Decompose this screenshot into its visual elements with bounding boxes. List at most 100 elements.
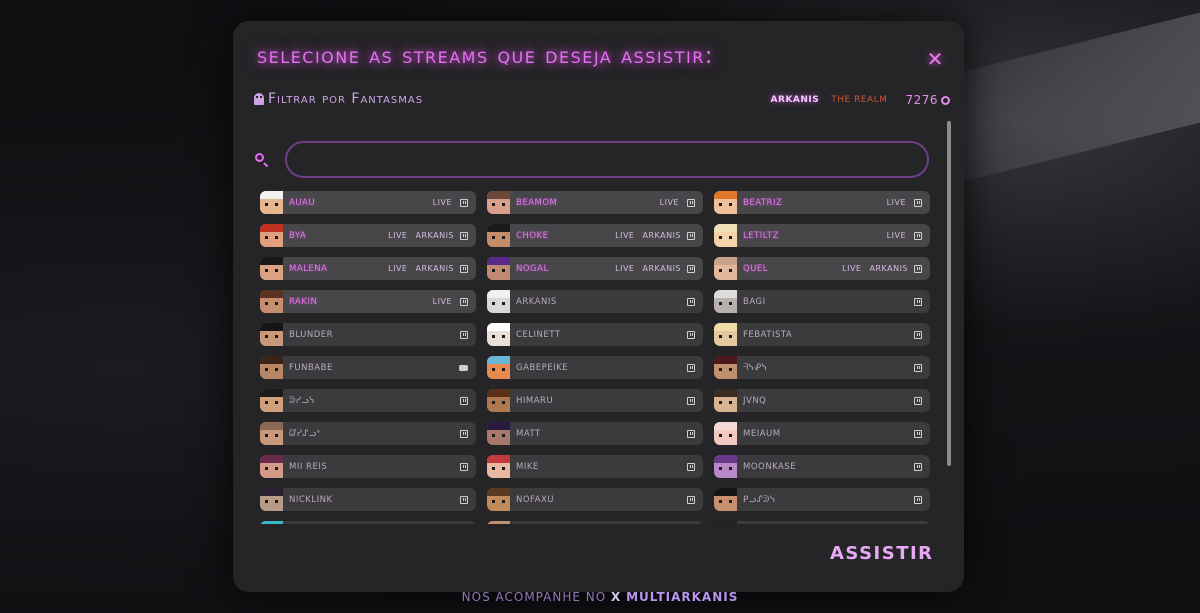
- streamer-name: CHOKE: [516, 230, 549, 241]
- watch-button[interactable]: ASSISTIR: [830, 543, 934, 564]
- live-badge: LIVE: [615, 264, 635, 273]
- streamer-card[interactable]: FUNBABE: [260, 356, 476, 379]
- twitch-icon: [687, 198, 695, 207]
- streamer-card[interactable]: RAKIN LIVE: [260, 290, 476, 313]
- avatar-hair: [487, 488, 510, 496]
- streamer-name: FUNBABE: [289, 362, 333, 373]
- streamer-avatar: [260, 521, 283, 524]
- streamer-card[interactable]: ᑭᓗᔑᕲᓭ: [714, 488, 930, 511]
- streamer-avatar: [714, 290, 737, 313]
- streamer-card[interactable]: BLUNDER: [260, 323, 476, 346]
- streamer-card[interactable]: [260, 521, 476, 524]
- streamer-card[interactable]: BEAMOM LIVE: [487, 191, 703, 214]
- close-icon[interactable]: ✕: [926, 47, 944, 71]
- streamer-card[interactable]: BYA LIVE ARKANIS: [260, 224, 476, 247]
- streamer-name: ᕲᓰᓗᓭ: [289, 395, 315, 406]
- twitch-icon: [914, 198, 922, 207]
- avatar-hair: [260, 191, 283, 199]
- twitch-icon: [687, 396, 695, 405]
- streamer-card[interactable]: ᘺᓰᔑᓗᐤ: [260, 422, 476, 445]
- streamer-name: MII REIS: [289, 461, 328, 472]
- avatar-hair: [260, 323, 283, 331]
- avatar-eyes: [719, 335, 722, 338]
- twitch-icon: [914, 396, 922, 405]
- scrollbar-thumb[interactable]: [947, 121, 951, 466]
- avatar-eyes: [719, 302, 722, 305]
- viewer-count: 7276: [905, 93, 938, 107]
- streamer-card[interactable]: GABEPEIKE: [487, 356, 703, 379]
- footer-handle-link[interactable]: multiarkanis: [626, 590, 739, 604]
- streamer-card[interactable]: AUAU LIVE: [260, 191, 476, 214]
- streamer-avatar: [260, 191, 283, 214]
- live-badge: LIVE: [388, 264, 408, 273]
- streamer-name: BEAMOM: [516, 197, 558, 208]
- modal-title: Selecione as streams que deseja assistir…: [257, 43, 715, 69]
- background-light-beam: [940, 2, 1200, 188]
- twitch-icon: [460, 297, 468, 306]
- streamer-card[interactable]: CELINETT: [487, 323, 703, 346]
- avatar-hair: [714, 455, 737, 463]
- streamer-card[interactable]: FEBATISTA: [714, 323, 930, 346]
- streamer-name: HIMARU: [516, 395, 554, 406]
- streamer-name: NOGAL: [516, 263, 549, 274]
- search-input[interactable]: [285, 141, 929, 178]
- footer-prefix: nos acompanhe no: [461, 590, 607, 604]
- avatar-eyes: [265, 203, 268, 206]
- avatar-eyes: [265, 401, 268, 404]
- streamer-card[interactable]: BAGI: [714, 290, 930, 313]
- twitch-icon: [687, 330, 695, 339]
- streamer-card[interactable]: MII REIS: [260, 455, 476, 478]
- streamer-avatar: [714, 356, 737, 379]
- avatar-hair: [260, 455, 283, 463]
- avatar-eyes: [265, 500, 268, 503]
- avatar-hair: [487, 356, 510, 364]
- streamer-name: GABEPEIKE: [516, 362, 569, 373]
- eye-icon: [941, 95, 950, 105]
- streamer-avatar: [714, 191, 737, 214]
- tag-arkanis[interactable]: ARKANIS: [770, 95, 820, 105]
- streamer-card[interactable]: HIMARU: [487, 389, 703, 412]
- streamer-card[interactable]: QUEL LIVE ARKANIS: [714, 257, 930, 280]
- avatar-hair: [487, 389, 510, 397]
- streamer-card[interactable]: MEIAUM: [714, 422, 930, 445]
- footer-follow: nos acompanhe no X multiarkanis: [0, 590, 1200, 604]
- streamer-avatar: [714, 422, 737, 445]
- streamer-name: CELINETT: [516, 329, 561, 340]
- streamer-card[interactable]: MOONKASE: [714, 455, 930, 478]
- avatar-hair: [260, 422, 283, 430]
- avatar-eyes: [492, 434, 495, 437]
- streamer-list[interactable]: AUAU LIVE BEAMOM LIVE BEATRIZ LIVE BYA LIVE ARKA…: [260, 191, 932, 524]
- streamer-card[interactable]: BEATRIZ LIVE: [714, 191, 930, 214]
- streamer-card[interactable]: NOGAL LIVE ARKANIS: [487, 257, 703, 280]
- streamer-card[interactable]: JVNQ: [714, 389, 930, 412]
- avatar-eyes: [492, 269, 495, 272]
- streamer-avatar: [260, 290, 283, 313]
- streamer-card[interactable]: MALENA LIVE ARKANIS: [260, 257, 476, 280]
- avatar-eyes: [265, 434, 268, 437]
- streamer-avatar: [487, 422, 510, 445]
- streamer-card[interactable]: [714, 521, 930, 524]
- streamer-card[interactable]: [487, 521, 703, 524]
- team-tags: ARKANIS THE REALM 7276: [771, 93, 950, 107]
- tag-the-realm[interactable]: THE REALM: [831, 95, 888, 105]
- ghost-filter-toggle[interactable]: Filtrar por Fantasmas: [254, 91, 423, 107]
- streamer-card[interactable]: ARKANIS: [487, 290, 703, 313]
- streamer-card[interactable]: MATT: [487, 422, 703, 445]
- streamer-card[interactable]: NOFAXU: [487, 488, 703, 511]
- twitch-icon: [914, 231, 922, 240]
- streamer-avatar: [487, 257, 510, 280]
- avatar-eyes: [265, 467, 268, 470]
- streamer-name: MIKE: [516, 461, 539, 472]
- streamer-card[interactable]: MIKE: [487, 455, 703, 478]
- streamer-avatar: [487, 488, 510, 511]
- streamer-card[interactable]: ᕲᓰᓗᓭ: [260, 389, 476, 412]
- avatar-eyes: [719, 467, 722, 470]
- twitch-icon: [460, 231, 468, 240]
- streamer-card[interactable]: CHOKE LIVE ARKANIS: [487, 224, 703, 247]
- streamer-card[interactable]: ᖷᓭᕵᓭ: [714, 356, 930, 379]
- streamer-card[interactable]: LETILTZ LIVE: [714, 224, 930, 247]
- viewer-counter: 7276: [905, 93, 950, 107]
- streamer-card[interactable]: NICKLINK: [260, 488, 476, 511]
- twitch-icon: [914, 297, 922, 306]
- twitch-icon: [460, 429, 468, 438]
